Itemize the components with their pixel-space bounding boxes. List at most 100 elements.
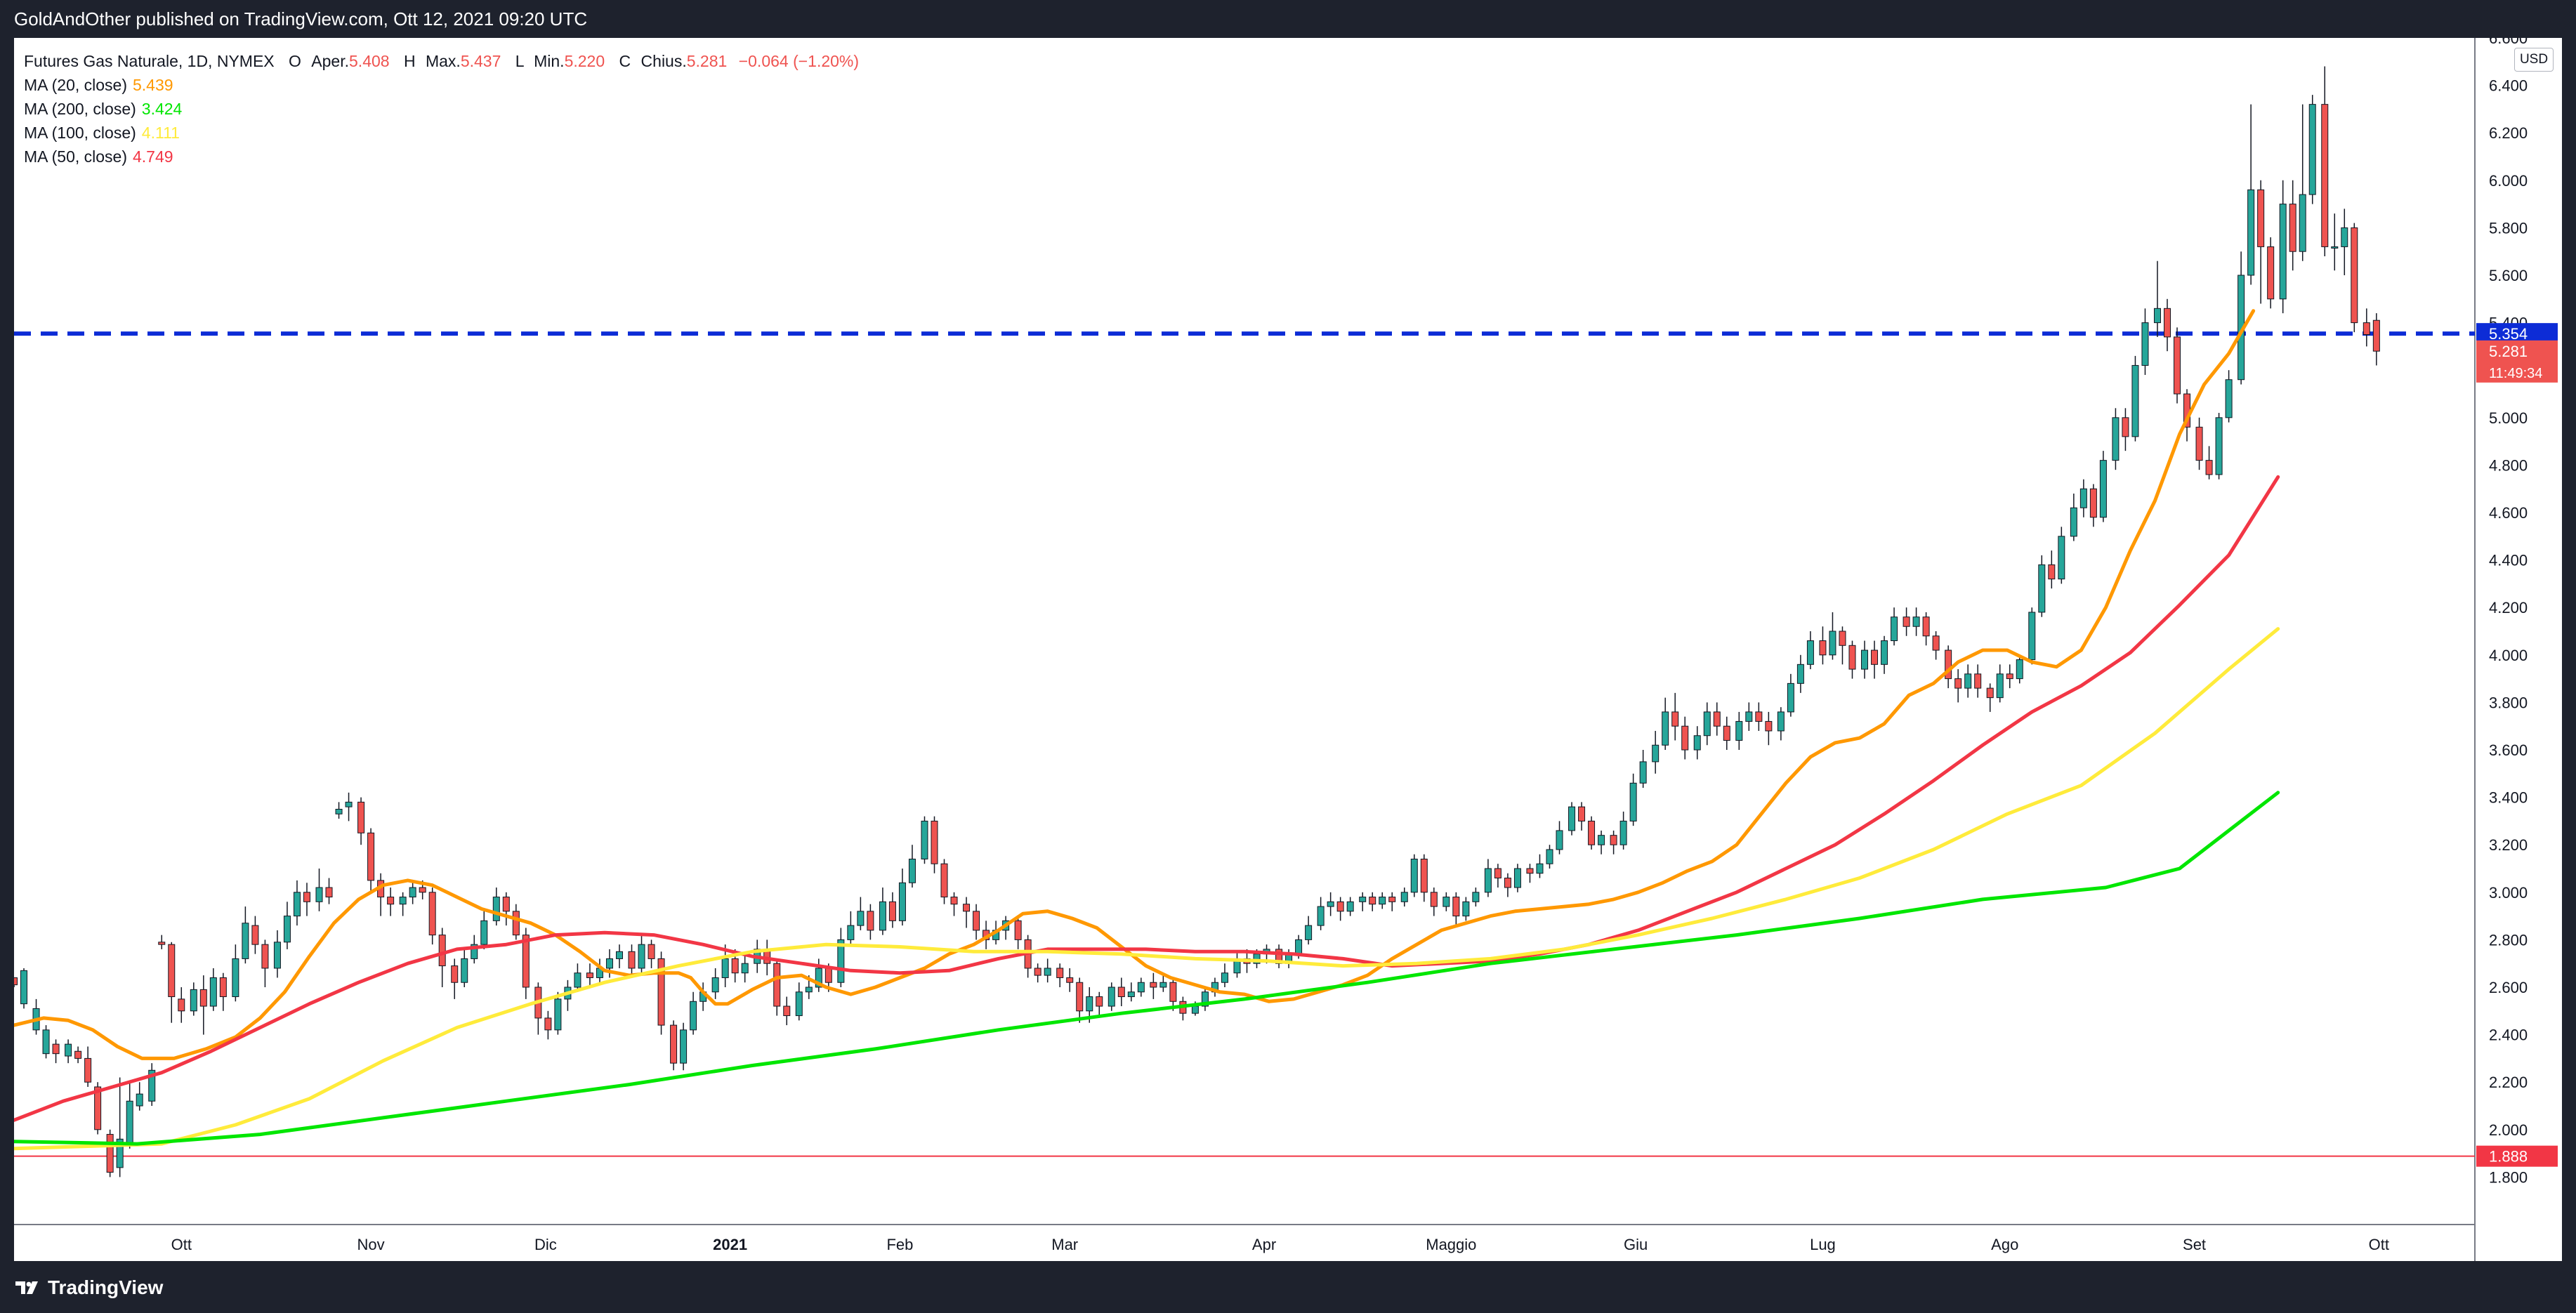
candle-body[interactable] — [1848, 645, 1856, 670]
candle-body[interactable] — [824, 968, 832, 983]
candle-body[interactable] — [199, 989, 207, 1007]
candle-body[interactable] — [1096, 996, 1103, 1007]
candle-body[interactable] — [1881, 640, 1888, 665]
candle-body[interactable] — [2299, 194, 2306, 252]
candle-body[interactable] — [628, 951, 636, 969]
candle-body[interactable] — [615, 951, 623, 959]
candle-body[interactable] — [1765, 720, 1773, 732]
candle-body[interactable] — [741, 963, 749, 974]
candle-body[interactable] — [1169, 982, 1177, 1002]
candle-body[interactable] — [657, 958, 665, 1026]
candle-body[interactable] — [1317, 906, 1325, 926]
candle-body[interactable] — [1713, 711, 1721, 727]
candle-body[interactable] — [409, 887, 416, 898]
candle-body[interactable] — [586, 972, 593, 978]
candle-body[interactable] — [950, 897, 958, 905]
candle-body[interactable] — [1056, 968, 1064, 978]
candle-body[interactable] — [1912, 616, 1920, 627]
candle-body[interactable] — [2341, 227, 2348, 247]
candle-body[interactable] — [2141, 322, 2149, 366]
candle-body[interactable] — [605, 958, 613, 969]
candle-body[interactable] — [158, 942, 166, 945]
candle-body[interactable] — [2363, 322, 2370, 336]
candle-body[interactable] — [2195, 426, 2203, 461]
candle-body[interactable] — [2038, 564, 2046, 613]
candle-body[interactable] — [419, 887, 426, 893]
candle-body[interactable] — [480, 920, 488, 945]
candle-body[interactable] — [1086, 996, 1093, 1012]
candle-body[interactable] — [2006, 673, 2013, 680]
candle-body[interactable] — [1703, 711, 1711, 737]
candle-body[interactable] — [554, 998, 562, 1031]
candle-body[interactable] — [1484, 868, 1492, 893]
candle-body[interactable] — [1629, 782, 1637, 822]
candle-body[interactable] — [888, 901, 896, 921]
ma-line[interactable] — [14, 791, 2280, 1146]
candle-body[interactable] — [1346, 901, 1354, 912]
candle-body[interactable] — [2174, 336, 2181, 395]
candle-body[interactable] — [209, 977, 217, 1007]
candle-body[interactable] — [2351, 227, 2358, 324]
candle-body[interactable] — [84, 1057, 92, 1083]
candle-body[interactable] — [2279, 204, 2287, 300]
candle-body[interactable] — [2267, 246, 2275, 300]
candle-body[interactable] — [1777, 711, 1785, 732]
candle-body[interactable] — [273, 942, 281, 969]
candle-body[interactable] — [1796, 664, 1804, 684]
candle-body[interactable] — [1034, 968, 1041, 976]
candle-body[interactable] — [20, 970, 28, 1005]
candle-body[interactable] — [867, 911, 874, 931]
ma-line[interactable] — [14, 309, 2256, 1060]
candle-body[interactable] — [1588, 820, 1596, 845]
candle-body[interactable] — [106, 1134, 114, 1173]
candle-body[interactable] — [2122, 417, 2129, 437]
candle-body[interactable] — [1108, 987, 1115, 1007]
candle-body[interactable] — [1723, 725, 1730, 741]
candle-body[interactable] — [242, 923, 249, 959]
candle-body[interactable] — [2225, 379, 2233, 418]
candle-body[interactable] — [94, 1086, 102, 1130]
candle-body[interactable] — [2070, 507, 2077, 537]
candle-body[interactable] — [2058, 536, 2065, 580]
candle-body[interactable] — [461, 958, 468, 983]
chart-area[interactable]: 1.800 2.000 2.200 2.400 2.600 2.800 3.000 3.200… — [14, 38, 2562, 1261]
candle-body[interactable] — [2048, 564, 2056, 580]
candle-body[interactable] — [1472, 892, 1480, 902]
candle-body[interactable] — [1891, 616, 1898, 642]
candle-body[interactable] — [1945, 649, 1952, 680]
candle-body[interactable] — [232, 958, 239, 998]
candle-body[interactable] — [879, 901, 886, 931]
candle-body[interactable] — [471, 944, 478, 959]
candle-body[interactable] — [1755, 711, 1763, 722]
candle-body[interactable] — [345, 801, 353, 807]
candle-body[interactable] — [1996, 673, 2004, 699]
candle-body[interactable] — [1954, 678, 1962, 689]
candle-body[interactable] — [1735, 720, 1743, 741]
candle-body[interactable] — [2205, 460, 2213, 475]
candle-body[interactable] — [805, 987, 813, 993]
candle-body[interactable] — [1681, 725, 1689, 751]
candle-body[interactable] — [283, 916, 291, 943]
candle-body[interactable] — [293, 892, 301, 917]
candle-body[interactable] — [1420, 858, 1428, 893]
candle-body[interactable] — [42, 1029, 50, 1055]
candle-body[interactable] — [325, 887, 333, 898]
candle-body[interactable] — [1652, 744, 1660, 763]
candle-body[interactable] — [492, 897, 500, 921]
candle-body[interactable] — [1513, 868, 1521, 888]
candle-body[interactable] — [1044, 968, 1051, 976]
candle-body[interactable] — [14, 977, 18, 986]
candle-body[interactable] — [367, 832, 375, 881]
candle-body[interactable] — [1336, 901, 1344, 912]
candle-body[interactable] — [335, 809, 343, 814]
candle-body[interactable] — [1410, 858, 1418, 893]
candle-body[interactable] — [1598, 835, 1605, 845]
candle-body[interactable] — [1295, 939, 1303, 955]
candle-body[interactable] — [857, 911, 865, 926]
candle-body[interactable] — [963, 904, 971, 912]
candle-body[interactable] — [1546, 849, 1553, 864]
candle-body[interactable] — [168, 944, 176, 998]
candle-body[interactable] — [2164, 308, 2171, 338]
candle-body[interactable] — [357, 801, 365, 833]
candle-body[interactable] — [1932, 635, 1940, 651]
